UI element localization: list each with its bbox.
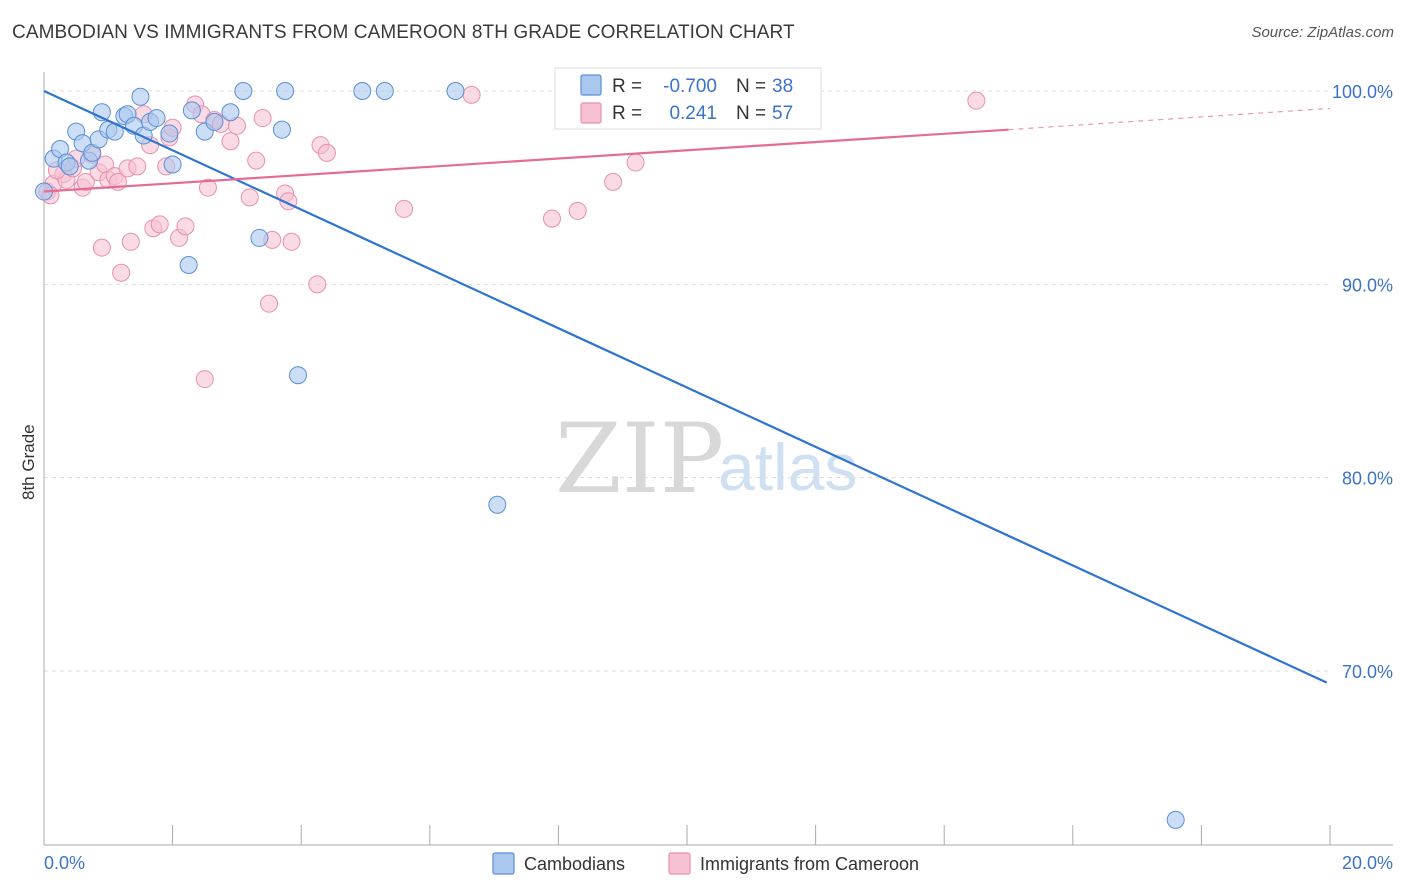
cameroon-point [198,178,217,197]
cambodian-point [131,87,150,106]
stats-r-label-1: R = [612,76,642,97]
chart-title: CAMBODIAN VS IMMIGRANTS FROM CAMEROON 8T… [12,22,795,43]
cameroon-point [253,109,272,128]
cameroon-point [121,232,140,251]
stats-r-value-2: 0.241 [669,103,717,124]
cameroon-point [150,215,169,234]
y-axis-label: 8th Grade [19,424,38,500]
stats-n-value-2: 57 [772,103,793,124]
trend-lines [43,90,1331,684]
cameroon-trend-line [43,128,1009,193]
y-tick-label-0: 100.0% [1332,82,1393,102]
stats-n-value-1: 38 [772,76,793,97]
legend-swatch-cameroon [668,852,691,875]
cameroon-point [76,172,95,191]
stats-r-label-2: R = [612,103,642,124]
cambodian-point [272,120,291,139]
cameroon-point [462,85,481,104]
stats-n-label-1: N = [736,76,766,97]
stats-r-value-1: -0.700 [663,76,717,97]
cambodian-point [488,495,507,514]
legend-label-cameroon: Immigrants from Cameroon [700,854,919,874]
cambodian-point [205,112,224,131]
stats-swatch-pink [580,102,602,124]
cameroon-points [38,82,986,389]
stats-box: R = -0.700 N = 38 R = 0.241 N = 57 [554,67,822,130]
grid-lines [44,90,1330,672]
cameroon-point [128,157,147,176]
y-tick-label-3: 70.0% [1342,662,1393,682]
cameroon-point [247,151,266,170]
x-tick-right: 20.0% [1342,853,1393,873]
cambodian-point [179,256,198,274]
cameroon-point [626,153,645,172]
cambodian-point [353,82,372,100]
cambodian-point [221,103,240,122]
cambodian-point [60,157,79,176]
y-tick-labels: 100.0% 90.0% 80.0% 70.0% [1332,82,1393,682]
cameroon-point [240,188,259,207]
legend-swatch-cambodians [492,852,515,875]
cameroon-point [568,201,587,220]
cameroon-point [395,199,414,218]
watermark: ZIP atlas [555,403,857,515]
cameroon-point [282,232,301,251]
cameroon-point [92,238,111,257]
cameroon-point [542,209,561,228]
cambodian-point [182,101,201,120]
cambodian-point [276,82,295,100]
legend: Cambodians Immigrants from Cameroon [492,852,919,875]
y-tick-label-2: 80.0% [1342,469,1393,489]
cambodian-points [35,82,1185,829]
legend-label-cambodians: Cambodians [524,854,625,874]
cameroon-point [112,263,131,282]
cambodian-point [1166,810,1185,829]
cambodian-point [147,109,166,128]
cameroon-point [308,275,327,294]
cameroon-point [221,132,240,151]
cambodian-point [375,82,394,100]
stats-swatch-blue [580,74,602,96]
cambodian-point [250,228,269,247]
cambodian-point [446,82,465,100]
x-tick-left: 0.0% [44,853,85,873]
cambodian-point [288,366,307,385]
y-tick-label-1: 90.0% [1342,275,1393,295]
cameroon-point [195,370,214,389]
cameroon-point [967,91,986,110]
cambodian-point [234,82,253,100]
cambodian-point [160,124,179,143]
cambodian-point [163,155,182,174]
watermark-zip: ZIP [555,403,724,515]
cameroon-trend-extension [1008,107,1331,131]
cameroon-point [176,217,195,236]
chart-source: Source: ZipAtlas.com [1251,24,1394,41]
cameroon-point [317,143,336,162]
cameroon-point [604,172,623,191]
cambodian-trend-line [43,90,1328,684]
stats-n-label-2: N = [736,103,766,124]
cameroon-point [260,294,279,313]
watermark-atlas: atlas [718,430,857,504]
